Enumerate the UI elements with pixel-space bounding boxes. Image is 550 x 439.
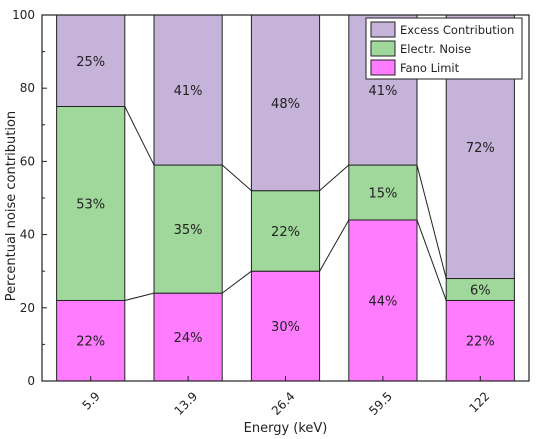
y-tick-label-20: 20: [20, 301, 35, 315]
bars-layer: [56, 14, 515, 382]
connector-electr-noise-0: [124, 106, 155, 166]
connector-electr-noise-3: [416, 164, 447, 279]
data-label-fano-limit-122: 22%: [466, 335, 495, 350]
y-axis: 0 20 40 60 80 100: [12, 8, 47, 388]
data-label-electr-noise-26-4: 22%: [271, 225, 300, 240]
bar-fano-limit-5-9: [56, 299, 126, 382]
data-label-fano-limit-26-4: 30%: [271, 320, 300, 335]
legend-label-fano-limit: Fano Limit: [400, 61, 460, 75]
legend-swatch-fano-limit: [370, 59, 396, 76]
legend: Excess Contribution Electr. Noise Fano Lim…: [365, 17, 523, 80]
legend-label-excess-contribution: Excess Contribution: [400, 23, 514, 37]
connector-electr-noise-2: [319, 164, 350, 192]
bar-electr-noise-59-5: [348, 164, 418, 221]
y-tick-label-60: 60: [20, 154, 35, 168]
data-label-excess-contribution-59-5: 41%: [368, 84, 397, 99]
x-tick-label-26-4: 26.4: [269, 389, 298, 418]
data-label-electr-noise-59-5: 15%: [368, 187, 397, 202]
data-label-fano-limit-5-9: 22%: [76, 335, 105, 350]
y-tick-label-0: 0: [27, 374, 35, 388]
data-label-fano-limit-13-9: 24%: [174, 331, 203, 346]
data-label-excess-contribution-13-9: 41%: [174, 84, 203, 99]
y-axis-title: Percentual noise contribution: [4, 111, 19, 301]
x-tick-label-13-9: 13.9: [171, 389, 200, 418]
legend-label-electr-noise: Electr. Noise: [400, 42, 471, 56]
bar-electr-noise-13-9: [153, 164, 223, 294]
bar-electr-noise-5-9: [56, 106, 126, 301]
bar-fano-limit-59-5: [348, 219, 418, 382]
bar-excess-contribution-13-9: [153, 14, 223, 166]
y-tick-label-40: 40: [20, 228, 35, 242]
legend-swatch-excess-contribution: [370, 21, 396, 38]
y-tick-label-100: 100: [12, 8, 35, 22]
data-label-excess-contribution-122: 72%: [466, 141, 495, 156]
connector-electr-noise-1: [221, 164, 252, 192]
connector-fano-limit-0: [124, 292, 155, 301]
x-axis: 5.9 13.9 26.4 59.5 122: [79, 376, 492, 418]
bar-electr-noise-26-4: [250, 190, 321, 272]
x-tick-label-5-9: 5.9: [79, 389, 102, 412]
x-axis-title: Energy (keV): [244, 421, 328, 436]
connector-fano-limit-1: [221, 270, 252, 294]
connector-fano-limit-3: [416, 219, 447, 301]
data-label-excess-contribution-26-4: 48%: [271, 97, 300, 112]
x-tick-label-122: 122: [466, 389, 492, 415]
connector-lines: [124, 106, 447, 301]
data-label-electr-noise-13-9: 35%: [174, 223, 203, 238]
connector-fano-limit-2: [319, 219, 350, 272]
x-tick-label-59-5: 59.5: [366, 389, 395, 418]
bar-excess-contribution-26-4: [250, 14, 321, 192]
data-labels: 22% 53% 25% 24% 35% 41% 30% 22% 48% 44% 15% 41% 22% 6…: [76, 55, 495, 350]
bar-fano-limit-122: [445, 299, 515, 382]
data-label-fano-limit-59-5: 44%: [368, 294, 397, 309]
legend-swatch-electr-noise: [370, 40, 396, 57]
data-label-electr-noise-122: 6%: [470, 284, 491, 299]
bar-fano-limit-13-9: [153, 292, 223, 382]
data-label-electr-noise-5-9: 53%: [76, 197, 105, 212]
data-label-excess-contribution-5-9: 25%: [76, 55, 105, 70]
y-tick-label-80: 80: [20, 81, 35, 95]
